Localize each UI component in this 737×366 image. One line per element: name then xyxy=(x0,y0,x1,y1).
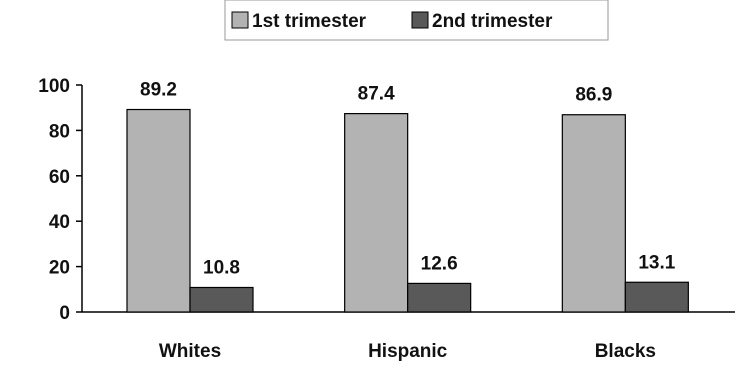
bar-value-labels: 89.2 10.8 87.4 12.6 86.9 13.1 xyxy=(140,80,676,279)
bar-whites-series-2 xyxy=(189,286,254,313)
data-label: 86.9 xyxy=(575,85,612,106)
y-axis-ticks: 0 20 40 60 80 100 xyxy=(38,76,82,324)
bar-hispanic-series-1 xyxy=(344,113,409,313)
x-category-label: Blacks xyxy=(595,341,656,362)
x-category-label: Whites xyxy=(159,341,221,362)
legend: 1st trimester 2nd trimester xyxy=(224,0,609,41)
data-label: 12.6 xyxy=(421,253,458,274)
y-tick-label: 0 xyxy=(59,303,70,324)
data-label: 89.2 xyxy=(140,80,177,101)
bar-whites-series-1 xyxy=(126,108,191,313)
bar-blacks-series-1 xyxy=(561,114,626,313)
data-label: 10.8 xyxy=(203,257,240,278)
y-tick-label: 40 xyxy=(49,212,70,233)
data-label: 13.1 xyxy=(638,252,675,273)
y-tick-label: 100 xyxy=(38,76,70,97)
data-label: 87.4 xyxy=(358,84,395,105)
x-category-label: Hispanic xyxy=(368,341,448,362)
legend-swatch-1st-trimester xyxy=(231,11,249,29)
bar-hispanic-series-2 xyxy=(407,282,472,313)
bar-blacks-series-2 xyxy=(624,281,689,313)
y-tick-label: 60 xyxy=(49,167,70,188)
legend-label-2nd-trimester: 2nd trimester xyxy=(432,11,553,32)
legend-swatch-2nd-trimester xyxy=(411,11,429,29)
x-axis-labels: Whites Hispanic Blacks xyxy=(159,341,656,362)
y-tick-label: 20 xyxy=(49,258,70,279)
bars xyxy=(126,108,689,313)
legend-label-1st-trimester: 1st trimester xyxy=(252,11,367,32)
y-tick-label: 80 xyxy=(49,121,70,142)
